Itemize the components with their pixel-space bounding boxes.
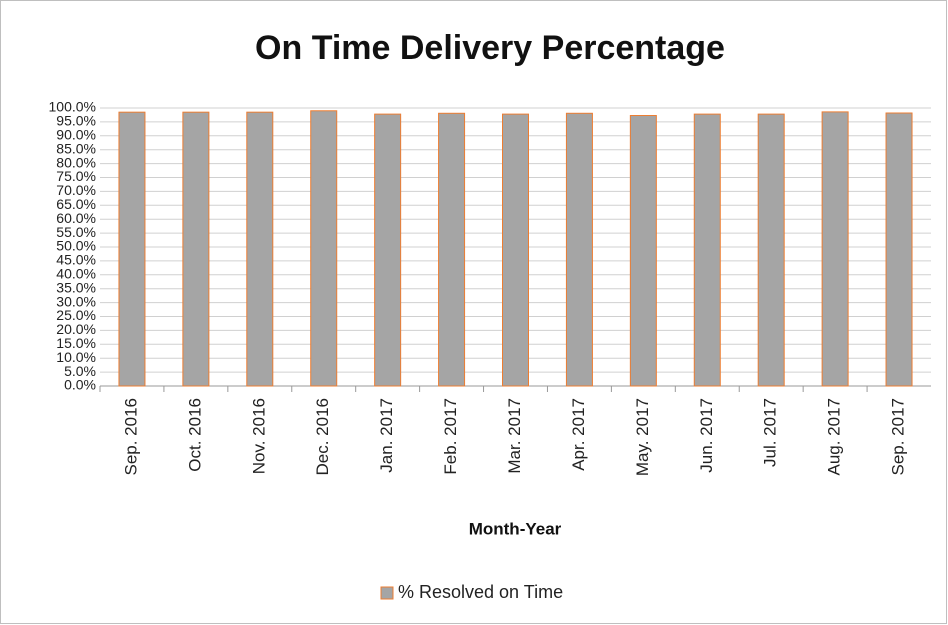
x-tick-label: Jan. 2017 xyxy=(377,398,396,473)
bar xyxy=(693,113,721,387)
bar xyxy=(502,113,529,387)
y-tick-label: 95.0% xyxy=(56,113,96,129)
y-tick-label: 70.0% xyxy=(56,182,96,198)
y-tick-label: 25.0% xyxy=(56,307,96,323)
bar xyxy=(182,111,210,387)
y-tick-label: 80.0% xyxy=(56,154,96,170)
x-tick-label: Aug. 2017 xyxy=(825,398,844,476)
bar xyxy=(118,111,146,387)
x-tick-label: Sep. 2017 xyxy=(889,398,908,476)
bar xyxy=(310,110,338,387)
x-tick-label: Oct. 2016 xyxy=(185,398,204,472)
y-tick-label: 5.0% xyxy=(64,363,96,379)
y-tick-label: 55.0% xyxy=(56,224,96,240)
bar xyxy=(629,115,657,387)
bar xyxy=(565,112,593,387)
x-tick-label: Jul. 2017 xyxy=(761,398,780,467)
x-tick-label: Apr. 2017 xyxy=(569,398,588,471)
x-tick-label: Sep. 2016 xyxy=(121,398,140,476)
y-tick-label: 30.0% xyxy=(56,293,96,309)
bar xyxy=(374,113,402,387)
y-tick-label: 35.0% xyxy=(56,279,96,295)
legend-label: % Resolved on Time xyxy=(398,582,563,602)
y-tick-label: 15.0% xyxy=(56,335,96,351)
bar xyxy=(757,113,785,387)
x-tick-label: Mar. 2017 xyxy=(505,398,524,474)
y-tick-label: 90.0% xyxy=(56,127,96,143)
y-tick-label: 20.0% xyxy=(56,321,96,337)
chart-title: On Time Delivery Percentage xyxy=(255,29,725,67)
y-tick-label: 45.0% xyxy=(56,252,96,268)
y-tick-label: 40.0% xyxy=(56,266,96,282)
x-axis-label: Month-Year xyxy=(469,519,562,538)
y-tick-label: 0.0% xyxy=(64,377,96,393)
y-tick-label: 10.0% xyxy=(56,349,96,365)
y-tick-label: 60.0% xyxy=(56,210,96,226)
y-tick-label: 65.0% xyxy=(56,196,96,212)
bar xyxy=(438,112,466,387)
bar xyxy=(885,112,913,387)
legend-swatch xyxy=(380,586,394,600)
y-tick-label: 85.0% xyxy=(56,140,96,156)
x-tick-label: May. 2017 xyxy=(633,398,652,476)
bar xyxy=(821,111,849,387)
y-tick-label: 50.0% xyxy=(56,238,96,254)
y-tick-label: 75.0% xyxy=(56,168,96,184)
x-tick-label: Feb. 2017 xyxy=(441,398,460,475)
x-tick-label: Dec. 2016 xyxy=(313,398,332,476)
x-tick-label: Nov. 2016 xyxy=(249,398,268,474)
y-tick-label: 100.0% xyxy=(49,99,96,115)
bar xyxy=(246,111,274,387)
x-tick-label: Jun. 2017 xyxy=(697,398,716,473)
